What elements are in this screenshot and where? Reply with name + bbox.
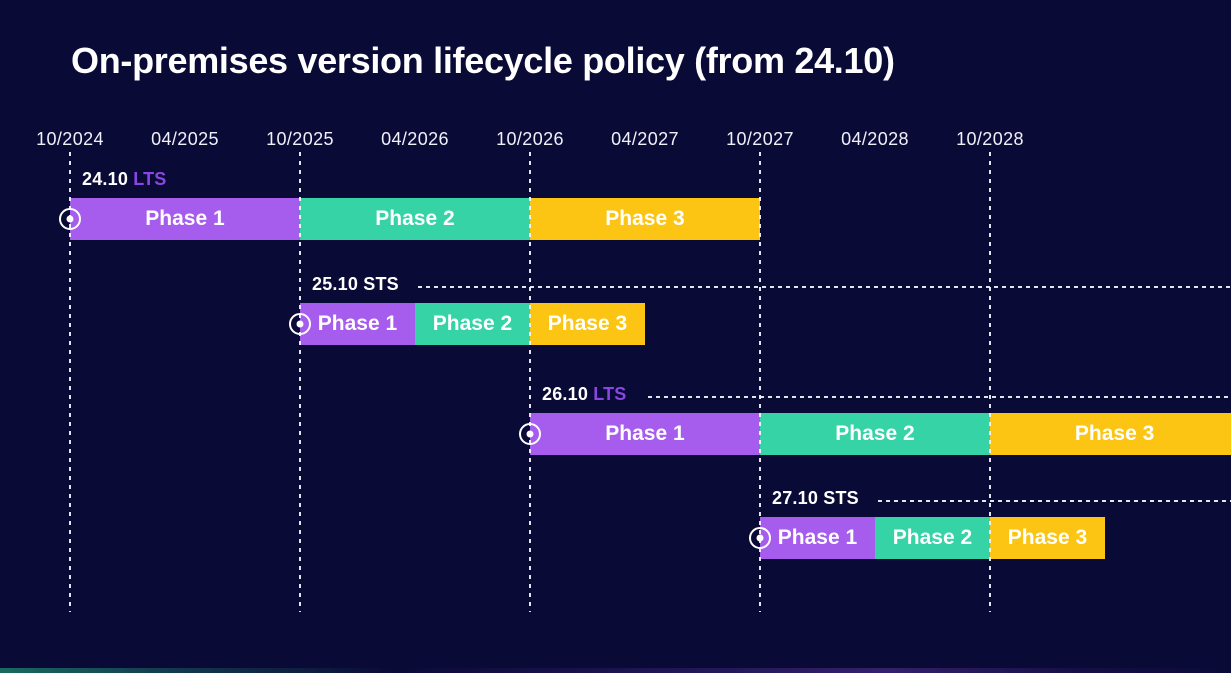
- phase-bar-label: Phase 3: [605, 207, 685, 230]
- release-row-26-10-label: 26.10 LTS: [542, 384, 627, 405]
- release-support-badge: LTS: [593, 384, 627, 404]
- axis-tick-label-04-2028: 04/2028: [841, 129, 909, 149]
- phase-bar-label: Phase 2: [375, 207, 455, 230]
- phase-bar-label: Phase 2: [835, 422, 915, 445]
- phase-bar-label: Phase 3: [547, 312, 628, 335]
- phase-bar-3: Phase 3: [990, 517, 1105, 559]
- phase-bar-2: Phase 2: [875, 517, 990, 559]
- release-start-marker-icon: [59, 208, 81, 230]
- axis-tick-label-10-2028: 10/2028: [956, 129, 1024, 149]
- release-row-27-10-label: 27.10 STS: [772, 488, 859, 509]
- release-row-25-10-label: 25.10 STS: [312, 274, 399, 295]
- release-support-badge: STS: [363, 274, 399, 294]
- axis-tick-label-04-2025: 04/2025: [151, 129, 219, 149]
- phase-bar-2: Phase 2: [760, 413, 990, 455]
- release-version-text: 26.10: [542, 384, 594, 404]
- phase-bar-label: Phase 1: [145, 207, 225, 230]
- release-version-text: 24.10: [82, 169, 134, 189]
- release-row-26-10-dashed-line: [648, 396, 1231, 398]
- release-support-badge: STS: [823, 488, 859, 508]
- gridline-october-month-48: [989, 152, 991, 612]
- release-version-text: 25.10: [312, 274, 364, 294]
- phase-bar-1: Phase 1: [760, 517, 875, 559]
- phase-bar-label: Phase 2: [892, 526, 973, 549]
- phase-bar-label: Phase 3: [1074, 422, 1155, 445]
- axis-tick-label-04-2026: 04/2026: [381, 129, 449, 149]
- release-support-badge: LTS: [133, 169, 167, 189]
- axis-tick-label-10-2027: 10/2027: [726, 129, 794, 149]
- phase-bar-2: Phase 2: [415, 303, 530, 345]
- footer-gradient-bar: [0, 668, 1231, 673]
- phase-bar-3: Phase 3: [530, 198, 760, 240]
- release-version-text: 27.10: [772, 488, 824, 508]
- release-start-marker-icon: [519, 423, 541, 445]
- phase-bar-1: Phase 1: [70, 198, 300, 240]
- axis-tick-label-04-2027: 04/2027: [611, 129, 679, 149]
- axis-tick-label-10-2024: 10/2024: [36, 129, 104, 149]
- phase-bar-label: Phase 1: [317, 312, 398, 335]
- release-start-marker-icon: [749, 527, 771, 549]
- axis-tick-label-10-2025: 10/2025: [266, 129, 334, 149]
- gridline-october-month-12: [299, 152, 301, 612]
- release-row-27-10-dashed-line: [878, 500, 1231, 502]
- gridline-october-month-24: [529, 152, 531, 612]
- phase-bar-label: Phase 1: [605, 422, 685, 445]
- page-title: On-premises version lifecycle policy (fr…: [71, 40, 895, 81]
- phase-bar-3: Phase 3: [530, 303, 645, 345]
- phase-bar-3: Phase 3: [990, 413, 1231, 455]
- gridline-october-month-0: [69, 152, 71, 612]
- release-row-24-10-label: 24.10 LTS: [82, 169, 167, 190]
- axis-tick-label-10-2026: 10/2026: [496, 129, 564, 149]
- phase-bar-1: Phase 1: [530, 413, 760, 455]
- release-start-marker-icon: [289, 313, 311, 335]
- phase-bar-1: Phase 1: [300, 303, 415, 345]
- gridline-october-month-36: [759, 152, 761, 612]
- phase-bar-2: Phase 2: [300, 198, 530, 240]
- phase-bar-label: Phase 2: [432, 312, 513, 335]
- release-row-25-10-dashed-line: [418, 286, 1231, 288]
- phase-bar-label: Phase 1: [777, 526, 858, 549]
- phase-bar-label: Phase 3: [1007, 526, 1088, 549]
